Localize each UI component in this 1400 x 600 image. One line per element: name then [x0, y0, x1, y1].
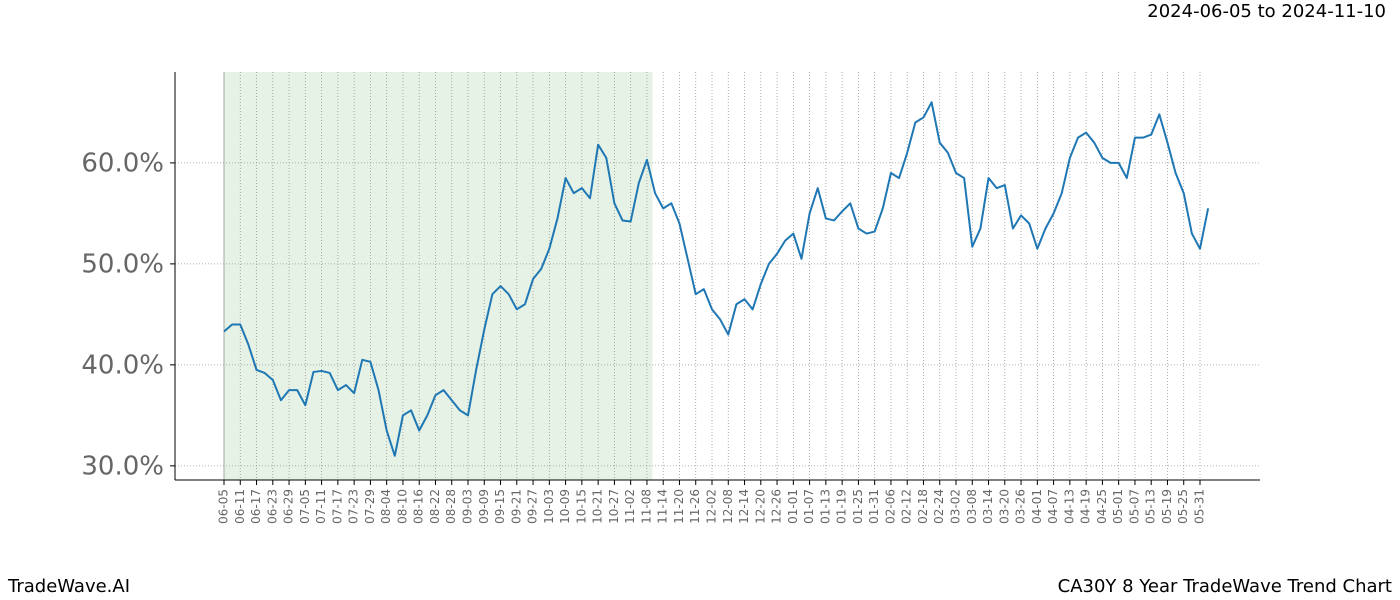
x-tick-label: 12-02: [705, 489, 719, 524]
x-tick-label: 05-07: [1127, 489, 1141, 524]
x-tick-label: 07-11: [314, 489, 328, 524]
x-tick-label: 11-08: [639, 489, 653, 524]
x-tick-label: 09-21: [509, 489, 523, 524]
x-tick-label: 07-23: [347, 489, 361, 524]
x-tick-label: 03-20: [997, 489, 1011, 524]
x-tick-label: 06-23: [265, 489, 279, 524]
x-tick-label: 02-06: [883, 489, 897, 524]
x-tick-label: 06-11: [233, 489, 247, 524]
x-tick-label: 09-15: [493, 489, 507, 524]
x-tick-label: 11-20: [672, 489, 686, 524]
x-tick-label: 08-10: [395, 489, 409, 524]
footer-right: CA30Y 8 Year TradeWave Trend Chart: [1058, 576, 1392, 597]
x-tick-label: 07-17: [330, 489, 344, 524]
x-tick-label: 08-16: [412, 489, 426, 524]
x-tick-label: 05-31: [1193, 489, 1207, 524]
x-tick-label: 05-13: [1144, 489, 1158, 524]
x-tick-label: 04-01: [1030, 489, 1044, 524]
x-tick-label: 06-17: [249, 489, 263, 524]
x-tick-label: 04-07: [1046, 489, 1060, 524]
x-tick-label: 04-13: [1062, 489, 1076, 524]
x-tick-label: 06-05: [217, 489, 231, 524]
x-tick-label: 01-13: [818, 489, 832, 524]
x-tick-label: 11-02: [623, 489, 637, 524]
x-tick-label: 10-27: [607, 489, 621, 524]
x-tick-label: 04-25: [1095, 489, 1109, 524]
x-tick-label: 01-25: [851, 489, 865, 524]
x-tick-label: 01-01: [786, 489, 800, 524]
x-tick-label: 05-01: [1111, 489, 1125, 524]
x-tick-label: 05-25: [1176, 489, 1190, 524]
x-tick-label: 07-29: [363, 489, 377, 524]
x-tick-label: 11-14: [656, 489, 670, 524]
y-tick-label: 60.0%: [81, 148, 164, 178]
x-tick-label: 12-14: [737, 489, 751, 524]
x-tick-label: 10-03: [542, 489, 556, 524]
x-tick-label: 03-02: [949, 489, 963, 524]
x-tick-label: 12-26: [770, 489, 784, 524]
x-tick-label: 10-15: [574, 489, 588, 524]
x-tick-label: 01-31: [867, 489, 881, 524]
x-tick-label: 04-19: [1079, 489, 1093, 524]
x-tick-label: 08-28: [444, 489, 458, 524]
series-line: [223, 101, 1210, 457]
x-tick-label: 12-08: [721, 489, 735, 524]
x-tick-label: 03-26: [1014, 489, 1028, 524]
x-tick-label: 09-27: [526, 489, 540, 524]
y-tick-label: 30.0%: [81, 451, 164, 481]
x-tick-label: 10-09: [558, 489, 572, 524]
x-tick-label: 03-14: [981, 489, 995, 524]
x-tick-label: 07-05: [298, 489, 312, 524]
x-tick-label: 09-03: [461, 489, 475, 524]
x-tick-label: 03-08: [965, 489, 979, 524]
x-tick-label: 09-09: [477, 489, 491, 524]
x-tick-label: 10-21: [591, 489, 605, 524]
highlight-range: [224, 72, 653, 480]
x-tick-label: 12-20: [753, 489, 767, 524]
x-tick-label: 08-22: [428, 489, 442, 524]
x-tick-label: 02-12: [900, 489, 914, 524]
x-tick-label: 01-07: [802, 489, 816, 524]
date-range: 2024-06-05 to 2024-11-10: [1147, 1, 1386, 22]
x-tick-label: 05-19: [1160, 489, 1174, 524]
footer-left: TradeWave.AI: [7, 576, 130, 597]
x-tick-label: 02-18: [916, 489, 930, 524]
x-tick-label: 06-29: [282, 489, 296, 524]
x-tick-label: 01-19: [835, 489, 849, 524]
y-tick-label: 50.0%: [81, 249, 164, 279]
y-tick-label: 40.0%: [81, 350, 164, 380]
x-tick-label: 02-24: [932, 489, 946, 524]
x-tick-label: 11-26: [688, 489, 702, 524]
x-tick-label: 08-04: [379, 489, 393, 524]
